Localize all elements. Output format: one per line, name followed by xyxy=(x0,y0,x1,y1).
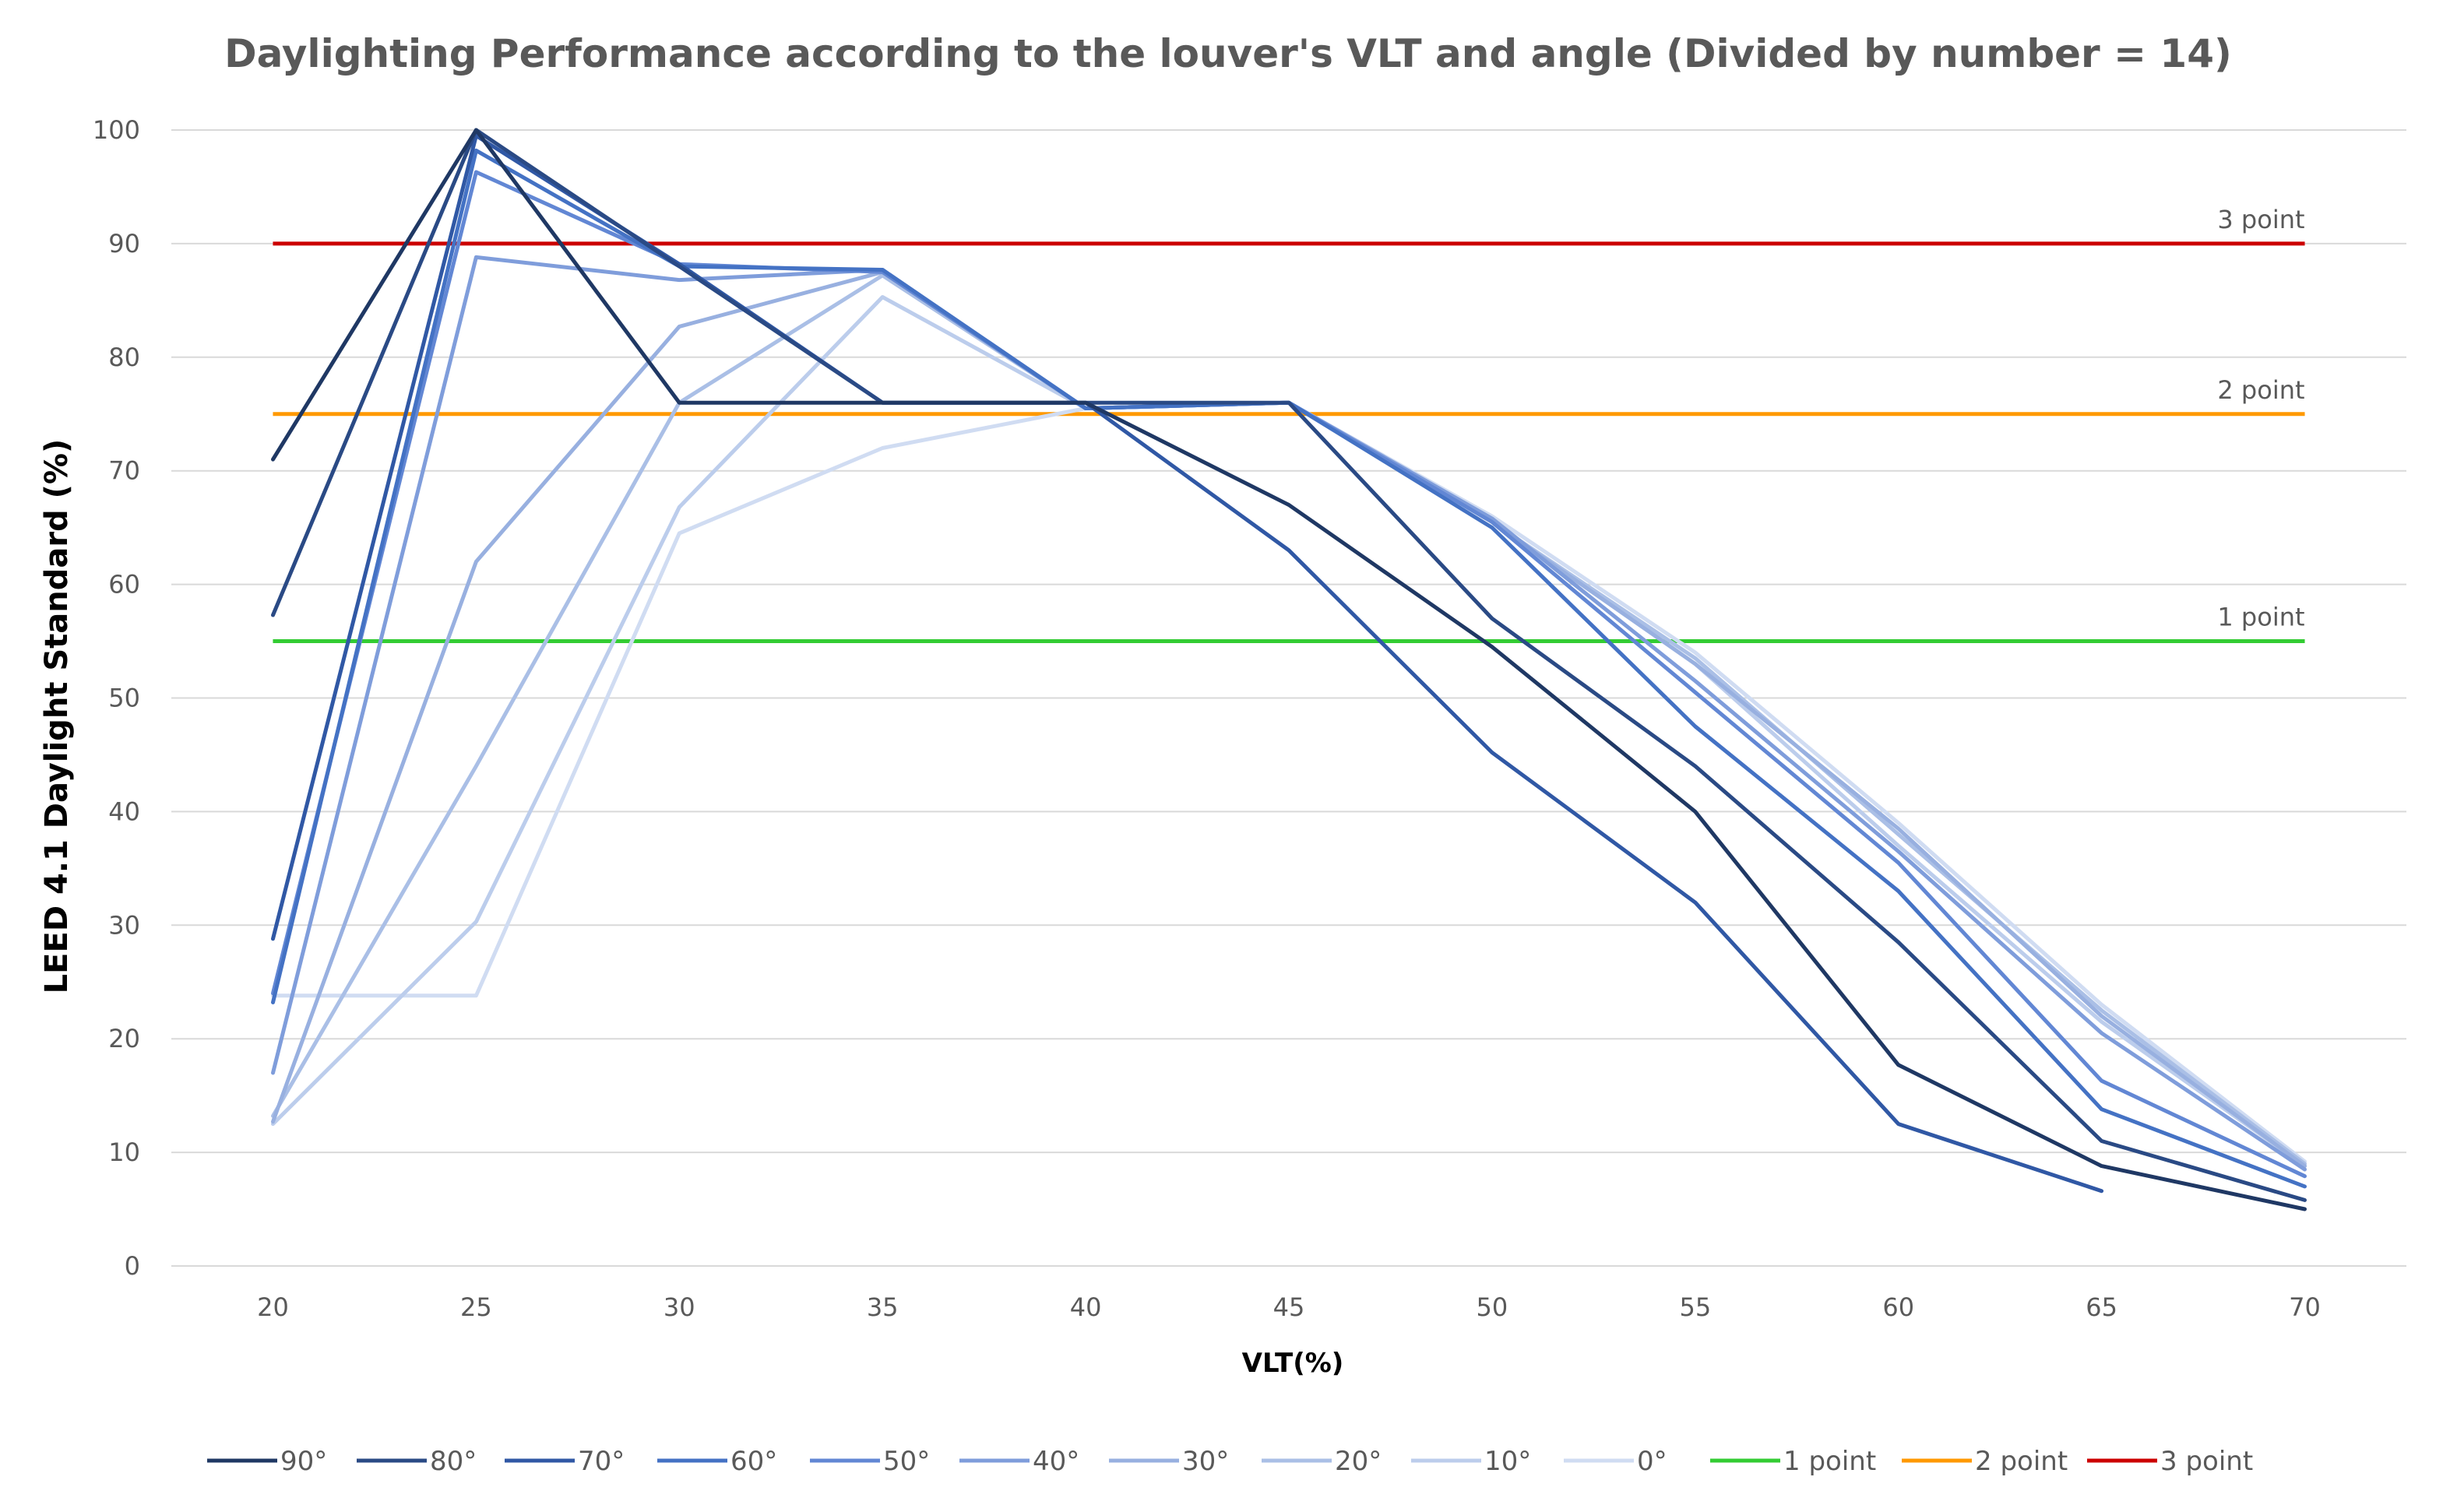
reference-line-label: 3 point xyxy=(2217,205,2304,234)
y-axis-title: LEED 4.1 Daylight Standard (%) xyxy=(39,439,75,994)
legend-item: 2 point xyxy=(1902,1446,2068,1477)
x-tick-label: 20 xyxy=(257,1292,289,1322)
series-line-10deg xyxy=(271,295,2307,1169)
legend-label: 1 point xyxy=(1783,1446,1876,1477)
series-line-80deg xyxy=(271,128,2307,1202)
legend-item: 0° xyxy=(1564,1446,1667,1477)
legend-item: 90° xyxy=(207,1446,327,1477)
legend-item: 80° xyxy=(357,1446,477,1477)
y-tick-label: 60 xyxy=(108,570,140,600)
y-tick-label: 20 xyxy=(108,1024,140,1053)
legend-item: 40° xyxy=(959,1446,1079,1477)
legend-item: 50° xyxy=(810,1446,930,1477)
x-axis-title: VLT(%) xyxy=(1242,1348,1344,1379)
y-tick-label: 70 xyxy=(108,456,140,486)
series-line-70deg xyxy=(271,133,2104,1194)
x-tick-label: 50 xyxy=(1477,1292,1508,1322)
series-line-60deg xyxy=(271,148,2307,1189)
legend: 90° 80° 70° 60° 50° 40° 30° 20° 10° 0° 1 point 2 po… xyxy=(207,1446,2253,1477)
series-line-30deg xyxy=(271,269,2307,1169)
reference-line-label: 1 point xyxy=(2217,603,2304,632)
x-axis-ticks: 20 25 30 35 40 45 50 55 60 65 70 xyxy=(257,1292,2321,1322)
x-tick-label: 35 xyxy=(867,1292,899,1322)
legend-label: 3 point xyxy=(2160,1446,2253,1477)
series-line-90deg xyxy=(271,128,2307,1211)
y-axis-ticks: 0 10 20 30 40 50 60 70 80 90 100 xyxy=(93,115,140,1281)
legend-item: 20° xyxy=(1262,1446,1382,1477)
series-line-50deg xyxy=(271,170,2307,1179)
x-tick-label: 45 xyxy=(1273,1292,1305,1322)
legend-label: 10° xyxy=(1484,1446,1531,1477)
legend-label: 30° xyxy=(1182,1446,1229,1477)
x-tick-label: 40 xyxy=(1070,1292,1102,1322)
legend-label: 40° xyxy=(1033,1446,1079,1477)
x-tick-label: 25 xyxy=(460,1292,492,1322)
x-tick-label: 55 xyxy=(1679,1292,1711,1322)
legend-item: 3 point xyxy=(2087,1446,2253,1477)
y-tick-label: 10 xyxy=(108,1138,140,1167)
legend-label: 90° xyxy=(280,1446,327,1477)
legend-label: 50° xyxy=(883,1446,930,1477)
data-series xyxy=(271,128,2307,1211)
x-tick-label: 70 xyxy=(2289,1292,2321,1322)
legend-item: 70° xyxy=(505,1446,625,1477)
legend-label: 80° xyxy=(430,1446,477,1477)
gridlines xyxy=(171,129,2406,1267)
legend-label: 2 point xyxy=(1975,1446,2068,1477)
legend-label: 0° xyxy=(1637,1446,1667,1477)
y-tick-label: 50 xyxy=(108,684,140,713)
series-line-0deg xyxy=(271,400,2307,1164)
legend-label: 20° xyxy=(1335,1446,1382,1477)
series-line-20deg xyxy=(271,273,2307,1166)
y-tick-label: 30 xyxy=(108,910,140,940)
y-tick-label: 40 xyxy=(108,796,140,826)
y-tick-label: 0 xyxy=(125,1251,140,1281)
legend-item: 30° xyxy=(1109,1446,1229,1477)
y-tick-label: 80 xyxy=(108,343,140,372)
legend-item: 10° xyxy=(1411,1446,1531,1477)
legend-item: 1 point xyxy=(1710,1446,1876,1477)
y-tick-label: 100 xyxy=(93,115,140,145)
reference-line-label: 2 point xyxy=(2217,375,2304,405)
x-tick-label: 60 xyxy=(1882,1292,1914,1322)
legend-label: 70° xyxy=(578,1446,625,1477)
y-tick-label: 90 xyxy=(108,229,140,258)
legend-item: 60° xyxy=(657,1446,777,1477)
chart-title: Daylighting Performance according to the… xyxy=(224,31,2232,76)
legend-label: 60° xyxy=(730,1446,777,1477)
x-tick-label: 65 xyxy=(2086,1292,2117,1322)
x-tick-label: 30 xyxy=(664,1292,695,1322)
